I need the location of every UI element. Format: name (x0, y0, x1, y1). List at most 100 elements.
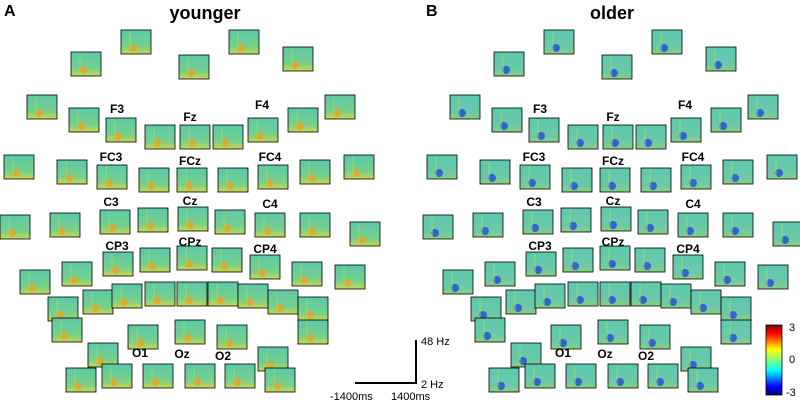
panel-letter: A (4, 3, 16, 20)
tf-blob (291, 61, 299, 69)
tf-blob (723, 276, 731, 284)
tf-blob (77, 122, 85, 130)
scale-label: 2 Hz (421, 379, 444, 391)
tf-blob (185, 296, 193, 304)
tf-blob (766, 279, 774, 287)
tf-blob (216, 296, 224, 304)
tf-blob (644, 139, 652, 147)
tf-blob (493, 276, 501, 284)
electrode-label: FC3 (100, 150, 123, 164)
tf-map (49, 212, 81, 238)
tf-blob (120, 298, 128, 306)
tf-blob (699, 304, 707, 312)
tf-blob (60, 332, 68, 340)
tf-blob (656, 378, 664, 386)
tf-blob (775, 169, 783, 177)
electrode-label: CPz (602, 235, 625, 249)
panel-title: younger (169, 3, 240, 23)
tf-blob (273, 382, 281, 390)
tf-map (3, 154, 35, 180)
tf-blob (500, 122, 508, 130)
tf-blob (343, 279, 351, 287)
tf-blob (519, 357, 527, 365)
tf-blob (188, 139, 196, 147)
tf-blob (531, 224, 539, 232)
tf-blob (569, 222, 577, 230)
tf-blob (352, 169, 360, 177)
tf-blob (481, 227, 489, 235)
electrode-label: CPz (179, 235, 202, 249)
tf-map (184, 363, 216, 389)
tf-map (491, 107, 523, 133)
tf-blob (151, 378, 159, 386)
tf-blob (497, 382, 505, 390)
tf-map (600, 206, 632, 232)
tf-blob (451, 284, 459, 292)
tf-blob (114, 132, 122, 140)
tf-blob (111, 266, 119, 274)
tf-blob (187, 69, 195, 77)
tf-blob (70, 276, 78, 284)
electrode-label: CP4 (253, 242, 277, 256)
tf-blob (431, 229, 439, 237)
tf-blob (669, 298, 677, 306)
tf-blob (153, 139, 161, 147)
tf-blob (608, 296, 616, 304)
tf-blob (333, 109, 341, 117)
tf-blob (570, 182, 578, 190)
tf-blob (576, 296, 584, 304)
tf-blob (502, 66, 510, 74)
tf-blob (458, 109, 466, 117)
tf-blob (358, 236, 366, 244)
tf-blob (608, 260, 616, 268)
colorbar-label: 3 (789, 322, 795, 334)
tf-blob (306, 334, 314, 342)
tf-blob (731, 174, 739, 182)
electrode-label: Oz (597, 347, 612, 361)
electrode-label: Cz (606, 194, 621, 208)
scale-label: 1400ms (391, 391, 431, 403)
colorbar (765, 324, 783, 396)
tf-blob (226, 182, 234, 190)
electrode-label: FC4 (682, 150, 705, 164)
tf-blob (681, 269, 689, 277)
electrode-label: O1 (555, 346, 571, 360)
electrode-label: CP3 (528, 239, 552, 253)
tf-blob (689, 179, 697, 187)
electrode-label: FC3 (523, 150, 546, 164)
tf-blob (534, 266, 542, 274)
electrode-label: F3 (110, 102, 124, 116)
tf-blob (714, 61, 722, 69)
tf-blob (781, 236, 789, 244)
electrode-label: FCz (602, 154, 624, 168)
tf-map (299, 212, 331, 238)
tf-blob (483, 332, 491, 340)
tf-blob (185, 260, 193, 268)
electrode-label: O2 (638, 349, 654, 363)
electrode-label: C3 (103, 195, 119, 209)
tf-map (720, 319, 752, 345)
electrode-label: C3 (526, 195, 542, 209)
tf-blob (146, 222, 154, 230)
tf-blob (193, 378, 201, 386)
electrode-label: Fz (183, 110, 196, 124)
electrode-label: C4 (262, 197, 278, 211)
tf-blob (256, 132, 264, 140)
tf-blob (756, 109, 764, 117)
tf-blob (646, 224, 654, 232)
tf-blob (660, 44, 668, 52)
tf-blob (223, 224, 231, 232)
tf-blob (488, 174, 496, 182)
tf-blob (559, 339, 567, 347)
tf-blob (186, 221, 194, 229)
tf-map (19, 269, 51, 295)
tf-blob (148, 262, 156, 270)
tf-blob (574, 378, 582, 386)
tf-blob (147, 182, 155, 190)
tf-map (297, 296, 329, 322)
tf-blob (221, 139, 229, 147)
tf-blob (110, 378, 118, 386)
tf-map (51, 317, 83, 343)
scale-label: 48 Hz (421, 336, 450, 348)
